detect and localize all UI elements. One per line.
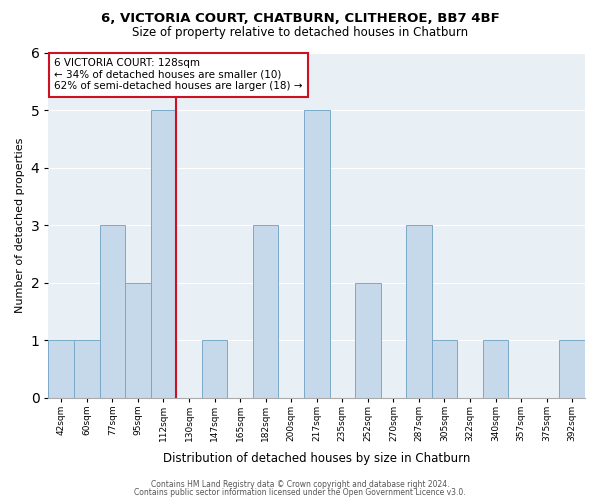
Bar	[406, 226, 432, 398]
X-axis label: Distribution of detached houses by size in Chatburn: Distribution of detached houses by size …	[163, 452, 470, 465]
Text: Contains public sector information licensed under the Open Government Licence v3: Contains public sector information licen…	[134, 488, 466, 497]
Bar	[49, 340, 74, 398]
Text: Contains HM Land Registry data © Crown copyright and database right 2024.: Contains HM Land Registry data © Crown c…	[151, 480, 449, 489]
Bar	[202, 340, 227, 398]
Bar	[355, 282, 380, 398]
Bar	[74, 340, 100, 398]
Bar	[253, 226, 278, 398]
Bar	[559, 340, 585, 398]
Y-axis label: Number of detached properties: Number of detached properties	[15, 138, 25, 313]
Bar	[151, 110, 176, 398]
Bar	[125, 282, 151, 398]
Bar	[100, 226, 125, 398]
Text: Size of property relative to detached houses in Chatburn: Size of property relative to detached ho…	[132, 26, 468, 39]
Bar	[304, 110, 329, 398]
Text: 6 VICTORIA COURT: 128sqm
← 34% of detached houses are smaller (10)
62% of semi-d: 6 VICTORIA COURT: 128sqm ← 34% of detach…	[54, 58, 302, 92]
Bar	[432, 340, 457, 398]
Bar	[483, 340, 508, 398]
Text: 6, VICTORIA COURT, CHATBURN, CLITHEROE, BB7 4BF: 6, VICTORIA COURT, CHATBURN, CLITHEROE, …	[101, 12, 499, 26]
